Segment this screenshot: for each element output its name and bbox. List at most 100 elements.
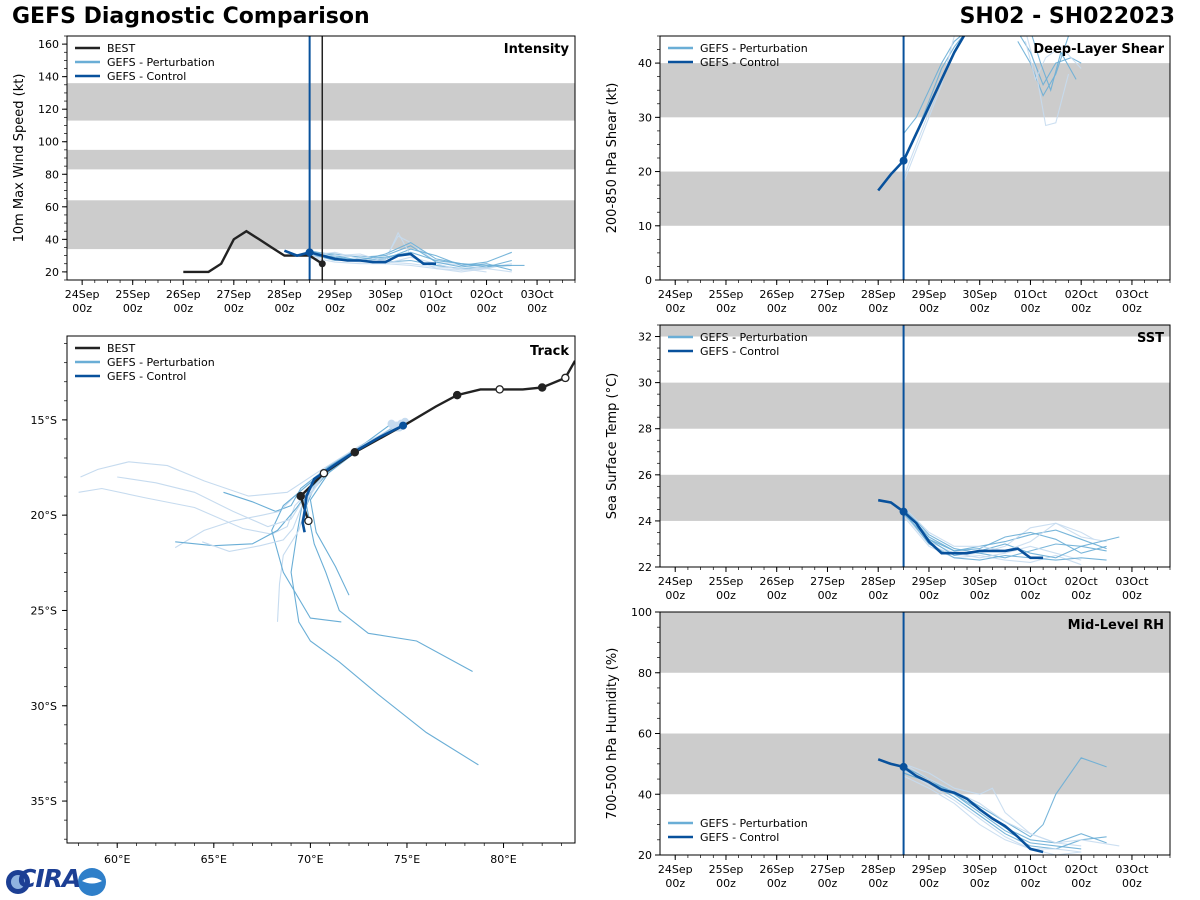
best-track-point [537, 383, 547, 392]
x-tick-label: 02Oct [1065, 575, 1099, 588]
x-tick-label: 27Sep [216, 288, 251, 301]
x-tick-label: 27Sep [810, 863, 845, 876]
y-tick-label: 30 [638, 111, 652, 124]
x-tick-sublabel: 00z [868, 877, 888, 890]
x-tick-label: 29Sep [912, 288, 947, 301]
rh-plot-area [660, 612, 1170, 855]
shaded-band [67, 83, 575, 121]
panel-title: Track [530, 344, 569, 359]
x-tick-label: 03Oct [1115, 288, 1149, 301]
legend-label: BEST [107, 342, 135, 355]
x-tick-sublabel: 00z [868, 302, 888, 315]
legend-label: GEFS - Control [107, 70, 186, 83]
x-tick-label: 28Sep [861, 863, 896, 876]
perturbation-track [175, 423, 392, 547]
x-tick-sublabel: 00z [527, 302, 547, 315]
perturbation-line [903, 506, 1120, 559]
x-tick-label: 24Sep [658, 863, 693, 876]
y-tick-label: 160 [38, 38, 59, 51]
axes-frame [659, 324, 1171, 568]
y-tick-label: 24 [638, 515, 652, 528]
x-tick-sublabel: 00z [173, 302, 193, 315]
y-tick-label: 80 [45, 168, 59, 181]
logo-text: CIRA [18, 864, 81, 893]
legend-label: GEFS - Control [107, 370, 186, 383]
x-tick-label: 60°E [104, 853, 130, 866]
x-tick-sublabel: 00z [224, 302, 244, 315]
y-tick-label: 140 [38, 71, 59, 84]
x-tick-label: 80°E [490, 853, 516, 866]
y-tick-label: 60 [45, 201, 59, 214]
x-tick-sublabel: 00z [665, 302, 685, 315]
y-tick-label: 28 [638, 423, 652, 436]
best-track-point [495, 385, 504, 394]
x-tick-sublabel: 00z [970, 877, 990, 890]
perturbation-line [1031, 36, 1077, 93]
perturbation-line [903, 36, 962, 134]
perturbation-track [290, 427, 479, 766]
x-tick-label: 26Sep [759, 863, 794, 876]
x-tick-label: 25Sep [115, 288, 150, 301]
x-tick-label: 24Sep [658, 288, 693, 301]
x-tick-label: 24Sep [658, 575, 693, 588]
x-tick-sublabel: 00z [716, 877, 736, 890]
x-tick-label: 65°E [201, 853, 227, 866]
perturbation-line [903, 775, 1082, 855]
shear-plot-area [660, 36, 1170, 280]
sst-panel: 22242628303224Sep00z25Sep00z26Sep00z27Se… [605, 324, 1171, 602]
x-tick-label: 01Oct [1014, 288, 1048, 301]
perturbation-line [309, 248, 512, 266]
y-tick-label: 22 [638, 561, 652, 574]
x-tick-label: 29Sep [912, 863, 947, 876]
perturbation-line [903, 769, 1082, 853]
perturbation-line [903, 509, 1107, 554]
x-tick-sublabel: 00z [1071, 589, 1091, 602]
x-tick-sublabel: 00z [818, 877, 838, 890]
y-tick-label: 20 [45, 266, 59, 279]
best-track-point [452, 390, 462, 400]
x-tick-label: 01Oct [419, 288, 453, 301]
y-axis-label: Sea Surface Temp (°C) [605, 373, 620, 520]
x-tick-sublabel: 00z [665, 589, 685, 602]
x-tick-sublabel: 00z [72, 302, 92, 315]
x-tick-sublabel: 00z [767, 302, 787, 315]
x-tick-label: 27Sep [810, 575, 845, 588]
perturbation-line [903, 509, 1107, 552]
best-track-point [350, 448, 360, 457]
storm-id: SH02 - SH022023 [959, 4, 1175, 29]
x-tick-sublabel: 00z [477, 302, 497, 315]
x-tick-label: 26Sep [759, 575, 794, 588]
perturbation-line [309, 253, 487, 273]
x-tick-label: 30Sep [962, 575, 997, 588]
x-tick-sublabel: 00z [970, 302, 990, 315]
x-tick-label: 29Sep [318, 288, 353, 301]
x-tick-label: 26Sep [759, 288, 794, 301]
control-line [877, 36, 966, 192]
x-tick-sublabel: 00z [1122, 302, 1142, 315]
track-plot-area [78, 360, 575, 766]
y-tick-label: 15°S [31, 414, 57, 427]
figure-title: GEFS Diagnostic Comparison [12, 4, 370, 29]
x-tick-label: 29Sep [912, 575, 947, 588]
x-tick-label: 25Sep [709, 288, 744, 301]
legend-label: GEFS - Perturbation [700, 817, 808, 830]
x-tick-sublabel: 00z [1122, 589, 1142, 602]
y-tick-label: 80 [638, 667, 652, 680]
shaded-band [660, 63, 1170, 118]
panel-title: Intensity [504, 42, 570, 57]
y-tick-label: 40 [638, 57, 652, 70]
perturbation-track [80, 425, 400, 497]
x-tick-sublabel: 00z [1021, 589, 1041, 602]
panel-title: Deep-Layer Shear [1033, 42, 1164, 57]
shaded-band [67, 149, 575, 170]
perturbation-track [78, 425, 396, 535]
y-tick-label: 100 [38, 136, 59, 149]
y-tick-label: 20 [638, 166, 652, 179]
y-tick-label: 30°S [31, 700, 57, 713]
x-tick-sublabel: 00z [716, 589, 736, 602]
perturbation-line [309, 256, 487, 273]
legend-label: GEFS - Control [700, 831, 779, 844]
